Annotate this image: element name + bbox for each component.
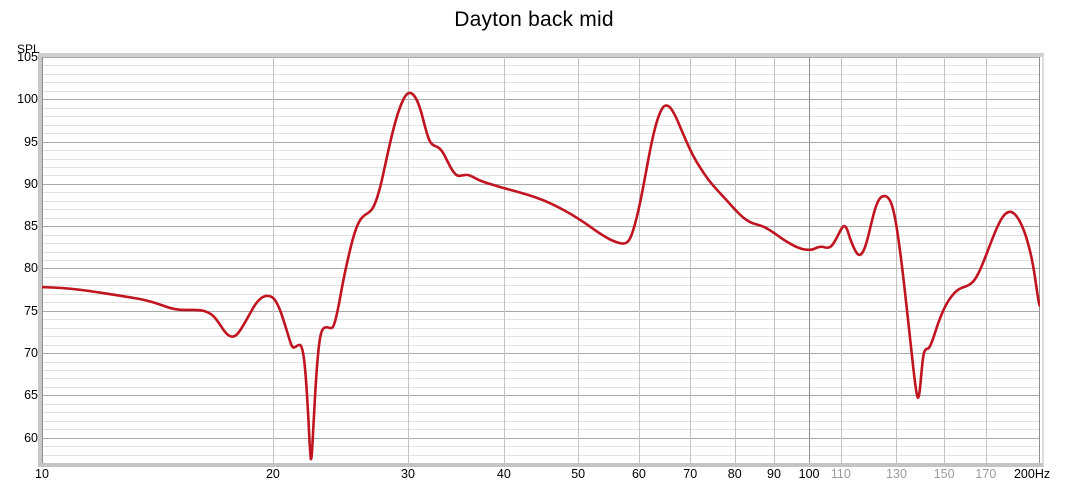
x-axis-tick: 50 bbox=[571, 467, 586, 481]
x-axis-tick: 20 bbox=[265, 467, 280, 481]
x-axis-tick: 200Hz bbox=[1013, 467, 1051, 481]
y-axis-tick: 90 bbox=[24, 176, 38, 191]
y-axis-tick: 80 bbox=[24, 261, 38, 276]
x-axis-tick: 80 bbox=[727, 467, 742, 481]
plot-area bbox=[42, 57, 1040, 463]
y-axis-tick-labels: 105 100 95 90 85 80 75 70 65 60 bbox=[0, 0, 38, 487]
grid-major-horizontal bbox=[42, 57, 1040, 439]
y-axis-unit-label: SPL bbox=[17, 42, 40, 56]
spl-response-line bbox=[42, 91, 1040, 461]
x-axis-tick: 30 bbox=[401, 467, 415, 481]
x-axis-tick: 10 bbox=[35, 467, 49, 481]
x-axis-tick: 150 bbox=[933, 467, 955, 481]
y-axis-tick: 60 bbox=[24, 430, 38, 445]
x-axis-tick: 40 bbox=[496, 467, 511, 481]
response-curve-svg bbox=[42, 57, 1040, 463]
y-axis-tick: 75 bbox=[24, 303, 38, 318]
x-axis-tick: 100 bbox=[798, 467, 820, 481]
y-axis-tick: 105 bbox=[17, 50, 38, 64]
y-axis-tick: 70 bbox=[24, 346, 38, 361]
y-axis-tick: 95 bbox=[24, 134, 38, 149]
x-axis-tick: 90 bbox=[767, 467, 781, 481]
x-axis-tick: 110 bbox=[830, 467, 851, 481]
x-axis-tick: 60 bbox=[631, 467, 646, 481]
grid-vertical bbox=[42, 57, 1040, 463]
page-title: Dayton back mid bbox=[454, 8, 614, 31]
grid-minor-horizontal bbox=[42, 65, 1040, 456]
x-axis-tick: 130 bbox=[886, 467, 907, 481]
y-axis-tick: 65 bbox=[24, 388, 38, 403]
y-axis-tick: 100 bbox=[17, 92, 38, 107]
x-axis-tick: 170 bbox=[975, 467, 997, 481]
y-axis-tick: 85 bbox=[24, 219, 38, 234]
x-axis-tick: 70 bbox=[683, 467, 698, 481]
